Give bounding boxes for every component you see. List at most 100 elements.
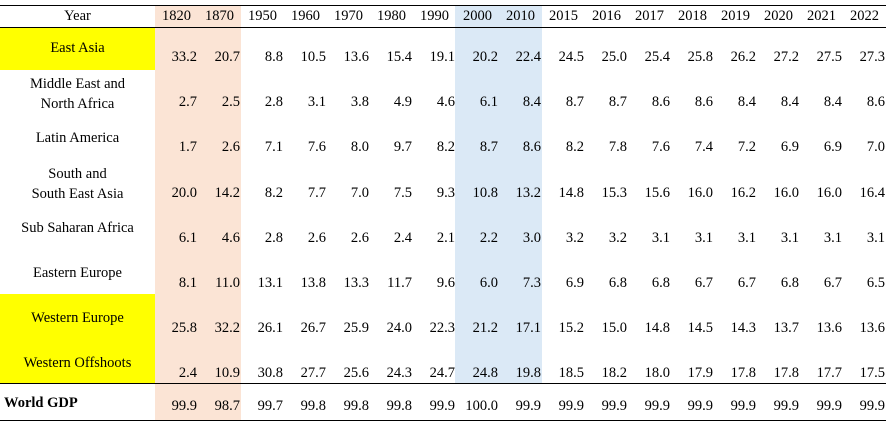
year-header-cell: 2021 [807, 8, 836, 24]
table-cell: 25.8 [687, 49, 713, 65]
table-cell: 2.1 [436, 230, 455, 246]
table-cell: 16.4 [859, 185, 885, 201]
region-label: Eastern Europe [33, 265, 122, 281]
world-gdp-cell: 98.7 [214, 398, 240, 414]
table-cell: 2.6 [307, 230, 326, 246]
world-gdp-cell: 99.9 [730, 398, 756, 414]
world-gdp-cell: 99.9 [601, 398, 627, 414]
table-cell: 13.6 [859, 320, 885, 336]
table-cell: 6.5 [866, 275, 885, 291]
table-cell: 7.2 [737, 139, 756, 155]
highlight-1820-1870-columns [155, 6, 241, 421]
table-cell: 6.7 [694, 275, 713, 291]
table-cell: 18.0 [644, 365, 670, 381]
table-cell: 27.2 [773, 49, 799, 65]
world-gdp-cell: 99.9 [773, 398, 799, 414]
region-highlight [0, 339, 155, 383]
year-header-cell: 2016 [592, 8, 621, 24]
world-gdp-cell: 99.7 [257, 398, 283, 414]
world-gdp-cell: 99.9 [429, 398, 455, 414]
table-cell: 9.6 [436, 275, 455, 291]
table-cell: 2.5 [221, 94, 240, 110]
table-cell: 14.8 [558, 185, 584, 201]
world-gdp-cell: 99.8 [343, 398, 369, 414]
region-label: Latin America [35, 130, 120, 146]
region-label: Western Europe [31, 310, 124, 326]
table-cell: 20.0 [171, 185, 197, 201]
table-cell: 25.8 [171, 320, 197, 336]
table-cell: 7.6 [307, 139, 326, 155]
table-cell: 10.8 [472, 185, 498, 201]
table-cell: 7.0 [866, 139, 885, 155]
table-cell: 13.1 [257, 275, 283, 291]
table-cell: 19.8 [515, 365, 541, 381]
table-cell: 8.2 [565, 139, 584, 155]
table-cell: 6.9 [780, 139, 799, 155]
region-label: Sub Saharan Africa [21, 220, 134, 236]
table-cell: 22.4 [515, 49, 541, 65]
table-cell: 17.8 [773, 365, 799, 381]
table-cell: 20.2 [472, 49, 498, 65]
year-header: Year [64, 8, 91, 24]
year-header-cell: 2019 [721, 8, 750, 24]
table-cell: 20.7 [214, 49, 240, 65]
region-highlight [0, 28, 155, 70]
table-cell: 8.7 [479, 139, 498, 155]
table-cell: 8.4 [522, 94, 541, 110]
table-cell: 7.5 [393, 185, 412, 201]
table-cell: 3.2 [565, 230, 584, 246]
table-cell: 13.8 [300, 275, 326, 291]
table-cell: 6.8 [608, 275, 627, 291]
table-cell: 15.0 [601, 320, 627, 336]
table-cell: 18.2 [601, 365, 627, 381]
region-highlight [0, 294, 155, 339]
table-cell: 33.2 [171, 49, 197, 65]
year-header-cell: 2015 [549, 8, 578, 24]
table-cell: 24.5 [558, 49, 584, 65]
world-gdp-cell: 100.0 [465, 398, 498, 414]
world-gdp-label: World GDP [4, 395, 78, 411]
year-header-cell: 2018 [678, 8, 707, 24]
table-cell: 11.0 [215, 275, 240, 291]
table-cell: 15.6 [644, 185, 670, 201]
table-cell: 24.0 [386, 320, 412, 336]
table-cell: 2.4 [393, 230, 412, 246]
table-cell: 7.7 [307, 185, 326, 201]
table-cell: 25.4 [644, 49, 670, 65]
table-cell: 9.3 [436, 185, 455, 201]
table-cell: 2.4 [178, 365, 197, 381]
table-cell: 3.1 [307, 94, 326, 110]
table-cell: 6.9 [823, 139, 842, 155]
world-gdp-cell: 99.9 [816, 398, 842, 414]
table-cell: 16.0 [816, 185, 842, 201]
table-cell: 7.3 [522, 275, 541, 291]
table-cell: 6.0 [479, 275, 498, 291]
table-cell: 14.8 [644, 320, 670, 336]
table-cell: 8.2 [264, 185, 283, 201]
table-cell: 21.2 [472, 320, 498, 336]
table-cell: 10.9 [214, 365, 240, 381]
table-cell: 13.2 [515, 185, 541, 201]
table-cell: 22.3 [429, 320, 455, 336]
table-cell: 15.2 [558, 320, 584, 336]
table-cell: 7.4 [694, 139, 713, 155]
table-cell: 13.7 [773, 320, 799, 336]
table-cell: 3.1 [866, 230, 885, 246]
table-cell: 17.1 [515, 320, 541, 336]
table-cell: 17.5 [859, 365, 885, 381]
region-label: South East Asia [31, 186, 124, 202]
table-cell: 3.0 [522, 230, 541, 246]
table-cell: 7.6 [651, 139, 670, 155]
table-cell: 8.6 [866, 94, 885, 110]
table-cell: 15.3 [601, 185, 627, 201]
table-cell: 25.9 [343, 320, 369, 336]
table-cell: 19.1 [429, 49, 455, 65]
year-header-cell: 1820 [162, 8, 191, 24]
table-cell: 25.0 [601, 49, 627, 65]
header-border [0, 27, 886, 28]
table-cell: 6.9 [565, 275, 584, 291]
table-cell: 17.8 [730, 365, 756, 381]
table-cell: 18.5 [558, 365, 584, 381]
table-cell: 8.2 [436, 139, 455, 155]
